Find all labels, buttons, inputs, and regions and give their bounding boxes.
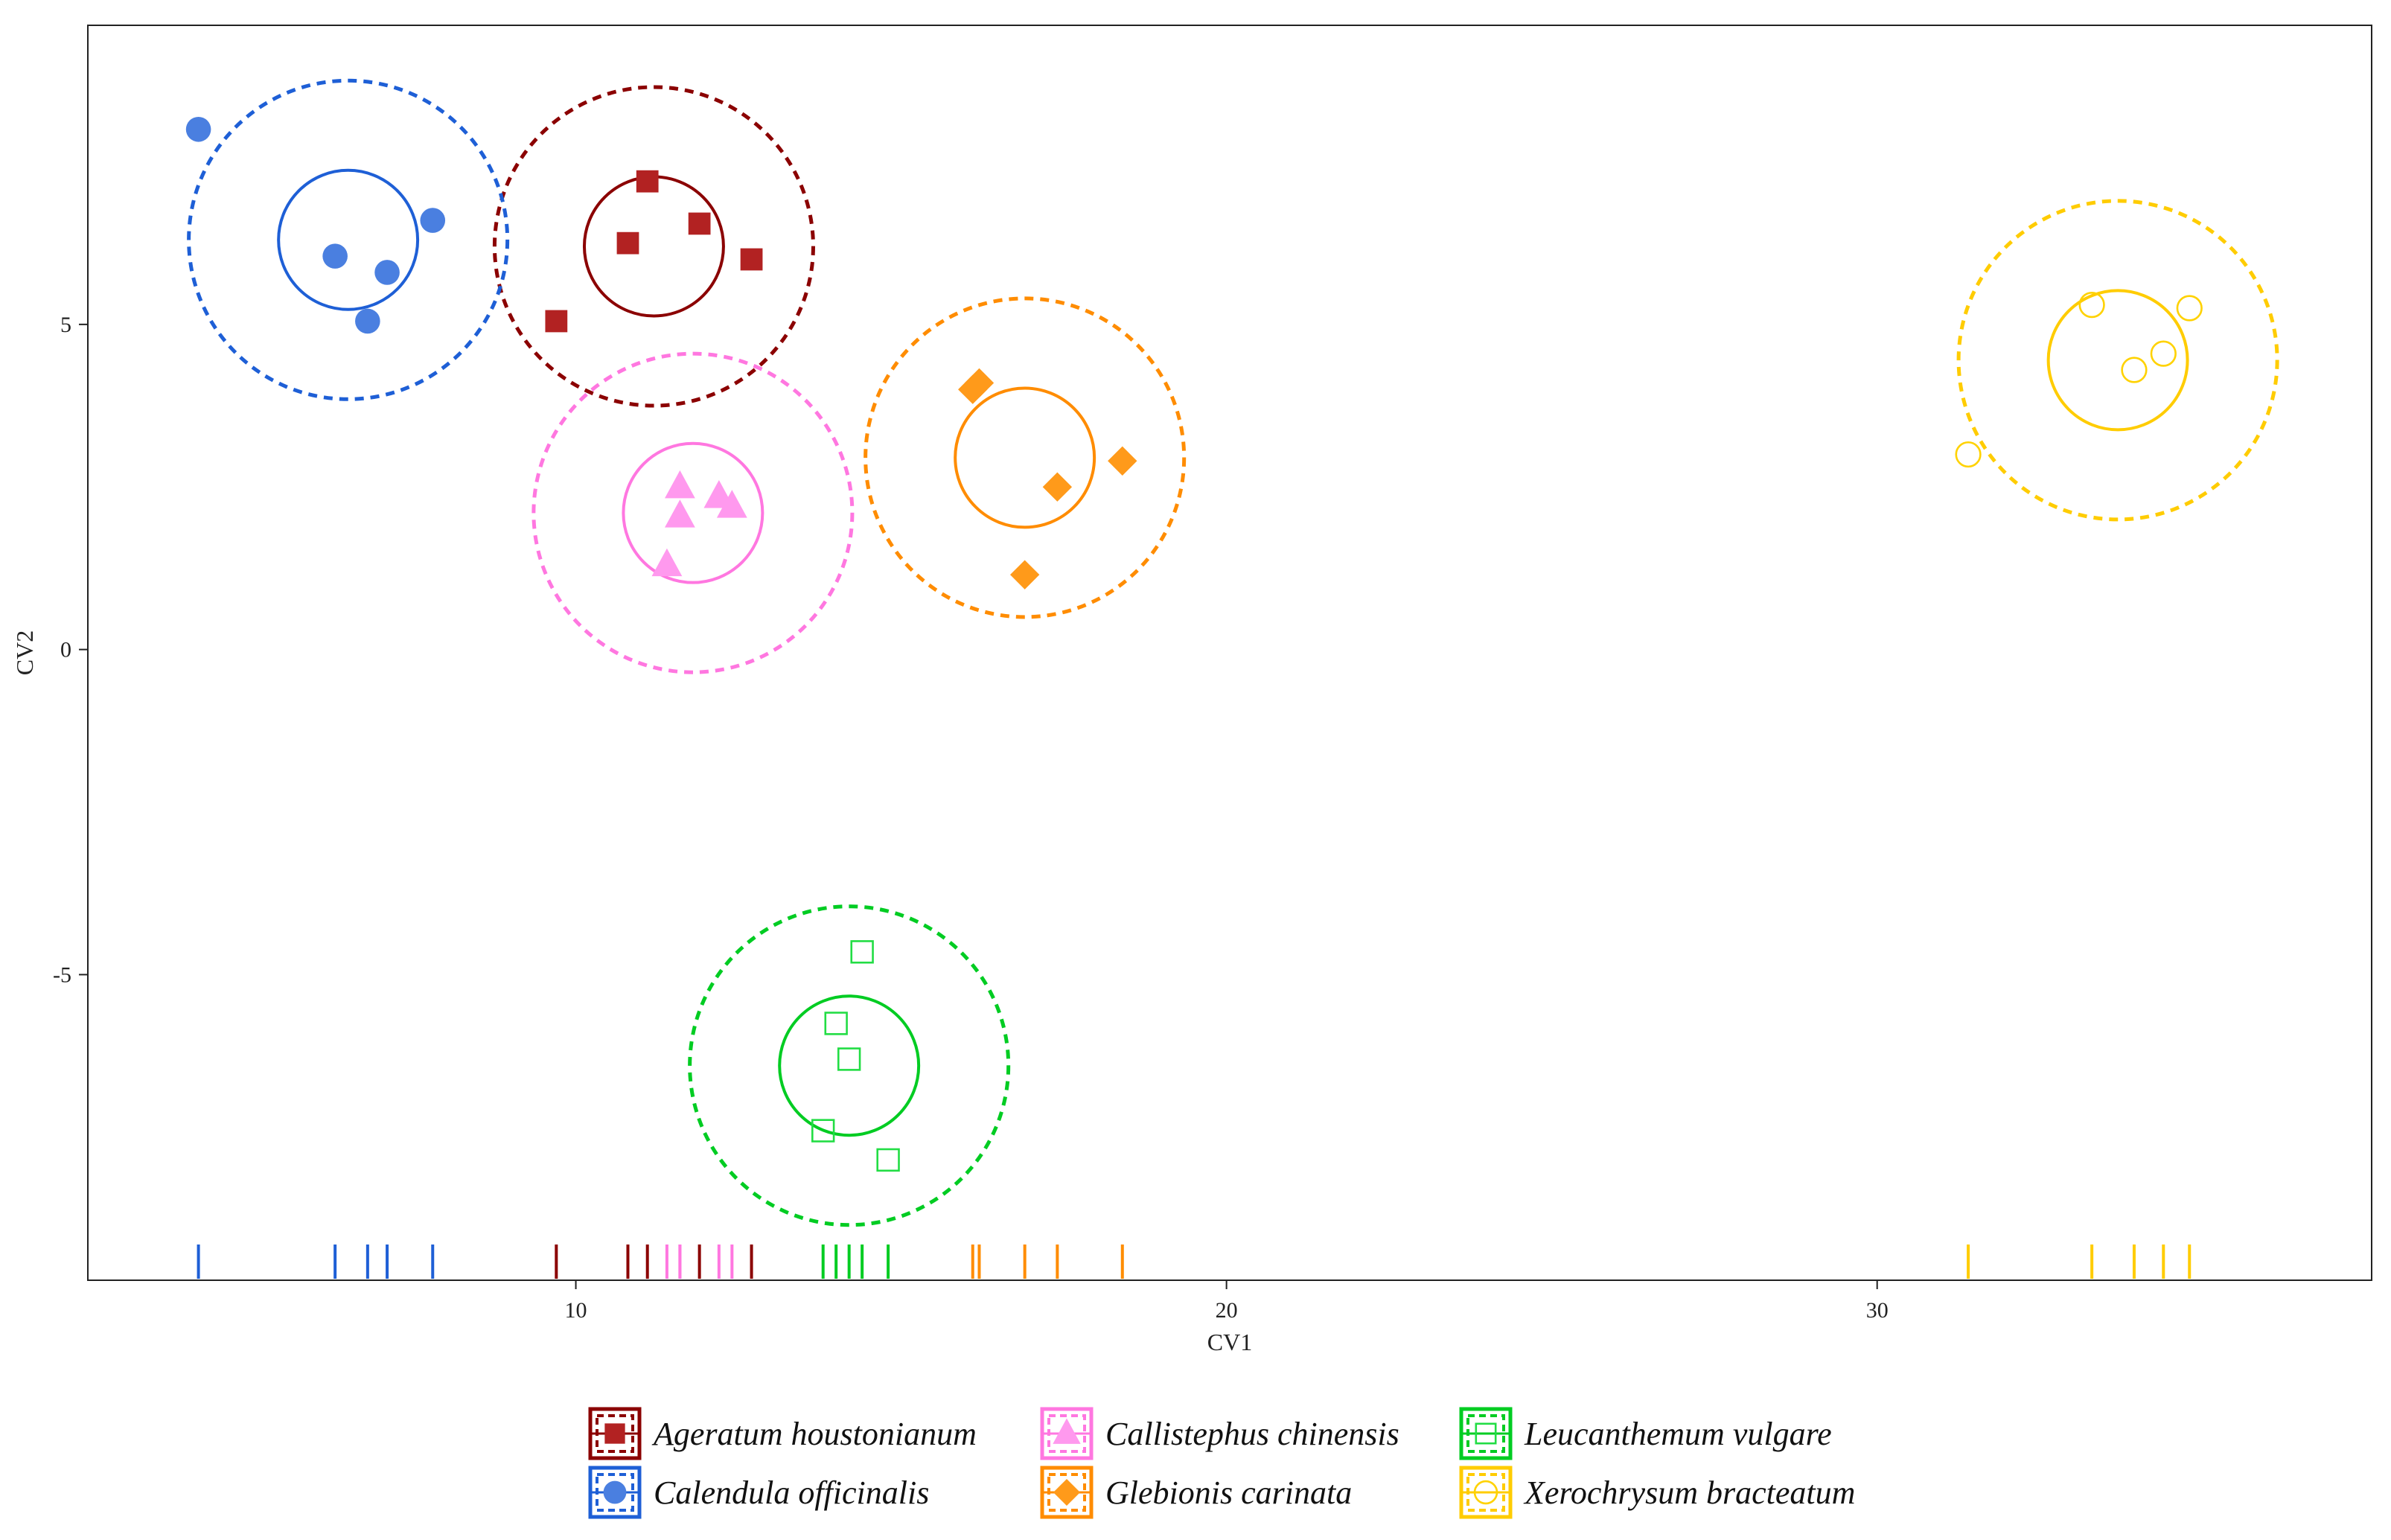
point-calendula-officinalis-1 (185, 116, 211, 142)
legend: Ageratum houstonianum Calendula officinal… (588, 1407, 1855, 1519)
point-ageratum-houstonianum-2 (616, 231, 639, 255)
point-glebionis-carinata-5 (1009, 560, 1040, 590)
point-ageratum-houstonianum-5 (545, 310, 568, 333)
point-leucanthemum-vulgare-1 (850, 940, 874, 964)
point-xerochrysum-bracteatum-2 (2176, 295, 2203, 322)
legend-marker-leucanthemum-vulgare (1475, 1422, 1497, 1445)
point-callistephus-chinensis-5 (651, 548, 683, 577)
point-calendula-officinalis-3 (322, 243, 348, 269)
point-xerochrysum-bracteatum-1 (2078, 292, 2105, 319)
x-axis-title: CV1 (1207, 1329, 1252, 1355)
legend-label-ageratum-houstonianum: Ageratum houstonianum (651, 1416, 977, 1452)
point-leucanthemum-vulgare-5 (876, 1148, 900, 1172)
inner-ring-calendula-officinalis (277, 168, 420, 311)
legend-label-glebionis-carinata: Glebionis carinata (1105, 1474, 1352, 1511)
point-xerochrysum-bracteatum-5 (1955, 441, 1982, 468)
point-leucanthemum-vulgare-2 (824, 1012, 848, 1035)
x-tick-label-20: 20 (1216, 1298, 1238, 1323)
legend-marker-calendula-officinalis (603, 1480, 627, 1504)
point-glebionis-carinata-3 (1108, 446, 1137, 476)
plot-marks (185, 78, 2279, 1279)
inner-ring-callistephus-chinensis (622, 441, 764, 584)
inner-ring-ageratum-houstonianum (582, 175, 725, 318)
point-calendula-officinalis-5 (355, 308, 380, 334)
legend-item-ageratum-houstonianum: Ageratum houstonianum (588, 1407, 977, 1460)
outer-ring-callistephus-chinensis (531, 351, 855, 674)
legend-label-callistephus-chinensis: Callistephus chinensis (1105, 1416, 1399, 1452)
point-callistephus-chinensis-3 (716, 490, 747, 518)
outer-ring-leucanthemum-vulgare (688, 904, 1011, 1227)
point-ageratum-houstonianum-3 (688, 212, 711, 235)
y-tick-label-5: 5 (60, 313, 71, 337)
y-tick-label-0: 0 (60, 638, 71, 662)
outer-ring-glebionis-carinata (863, 296, 1187, 619)
point-calendula-officinalis-4 (374, 260, 400, 285)
y-axis-title: CV2 (11, 630, 38, 675)
legend-marker-callistephus-chinensis (1053, 1418, 1081, 1444)
point-glebionis-carinata-2 (964, 368, 995, 398)
legend-item-calendula-officinalis: Calendula officinalis (588, 1466, 929, 1519)
x-tick-label-10: 10 (565, 1298, 587, 1323)
point-leucanthemum-vulgare-4 (811, 1119, 835, 1143)
point-xerochrysum-bracteatum-3 (2150, 340, 2177, 367)
point-callistephus-chinensis-1 (665, 470, 695, 499)
point-ageratum-houstonianum-1 (636, 170, 659, 193)
legend-marker-ageratum-houstonianum (604, 1423, 625, 1444)
legend-item-xerochrysum-bracteatum: Xerochrysum bracteatum (1459, 1466, 1855, 1519)
point-ageratum-houstonianum-4 (740, 248, 763, 271)
legend-item-leucanthemum-vulgare: Leucanthemum vulgare (1459, 1407, 1832, 1460)
outer-ring-ageratum-houstonianum (492, 85, 815, 408)
point-glebionis-carinata-4 (1042, 472, 1073, 502)
legend-label-xerochrysum-bracteatum: Xerochrysum bracteatum (1523, 1474, 1855, 1511)
point-callistephus-chinensis-4 (665, 499, 695, 528)
legend-label-calendula-officinalis: Calendula officinalis (654, 1474, 929, 1511)
inner-ring-xerochrysum-bracteatum (2046, 289, 2189, 432)
outer-ring-calendula-officinalis (187, 78, 510, 401)
inner-ring-glebionis-carinata (954, 386, 1096, 529)
y-tick-label--5: -5 (53, 962, 71, 987)
legend-item-callistephus-chinensis: Callistephus chinensis (1040, 1407, 1399, 1460)
point-calendula-officinalis-2 (420, 208, 446, 233)
outer-ring-xerochrysum-bracteatum (1956, 199, 2279, 522)
legend-label-leucanthemum-vulgare: Leucanthemum vulgare (1524, 1416, 1832, 1452)
x-tick-label-30: 30 (1866, 1298, 1889, 1323)
inner-ring-leucanthemum-vulgare (778, 994, 921, 1137)
axes: 10 20 30 5 0 -5 (53, 313, 1889, 1323)
point-leucanthemum-vulgare-3 (837, 1047, 861, 1071)
legend-marker-xerochrysum-bracteatum (1473, 1480, 1498, 1505)
plot-frame (87, 25, 2372, 1281)
legend-marker-glebionis-carinata (1053, 1478, 1081, 1507)
point-xerochrysum-bracteatum-4 (2121, 357, 2148, 383)
legend-item-glebionis-carinata: Glebionis carinata (1040, 1466, 1352, 1519)
